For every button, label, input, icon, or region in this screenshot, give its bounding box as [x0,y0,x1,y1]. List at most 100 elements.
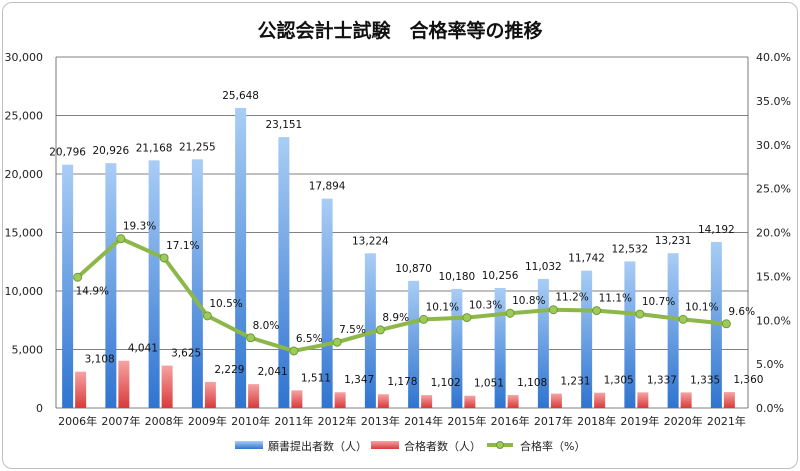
x-axis-tick-label: 2021年 [707,414,746,428]
pass-rate-point [721,319,731,329]
pass-rate-data-label: 17.1% [166,240,199,252]
passers-bar [550,393,562,408]
applicants-data-label: 14,192 [698,224,735,236]
pass-rate-data-label: 7.5% [339,324,366,336]
x-axis-tick-label: 2019年 [620,414,659,428]
passers-data-label: 3,625 [171,348,201,360]
passers-bar [204,381,216,408]
passers-bar [680,392,692,408]
right-axis-tick-label: 15.0% [756,270,791,283]
passers-bar [291,390,303,408]
passers-data-label: 1,511 [301,372,331,384]
applicants-data-label: 13,224 [352,235,389,247]
applicants-data-label: 17,894 [309,181,346,193]
passers-bar [594,392,606,408]
pass-rate-point [462,313,472,323]
right-axis-tick-label: 35.0% [756,95,791,108]
pass-rate-point [159,253,169,263]
passers-data-label: 1,231 [560,376,590,388]
passers-data-label: 1,102 [431,377,461,389]
passers-data-label: 2,229 [214,364,244,376]
pass-rate-point [246,333,256,343]
applicants-bar [278,137,290,408]
applicants-bar [148,160,160,408]
passers-data-label: 3,108 [85,354,115,366]
pass-rate-point [289,346,299,356]
bars [62,107,735,409]
pass-rate-data-label: 10.1% [685,301,718,313]
applicants-data-label: 11,032 [525,261,562,273]
applicants-data-label: 21,255 [179,141,216,153]
pass-rate-data-label: 9.6% [728,306,755,318]
axes: 0 5,000 10,000 15,000 20,000 25,000 30,000 0.0%… [5,51,791,428]
left-axis-tick-label: 10,000 [5,285,44,298]
pass-rate-data-label: 10.1% [426,301,459,313]
x-axis-tick-label: 2017年 [534,414,573,428]
x-axis-tick-label: 2013年 [361,414,400,428]
pass-rate-point [419,314,429,324]
passers-bar [637,392,649,408]
applicants-bar [191,159,203,408]
applicants-bar [364,253,376,408]
passers-bar [334,392,346,408]
passers-data-label: 4,041 [128,343,158,355]
applicants-bar [710,241,722,408]
passers-bar [161,365,173,408]
x-axis-tick-label: 2009年 [188,414,227,428]
pass-rate-data-label: 10.3% [469,300,502,312]
left-axis-tick-label: 20,000 [5,168,44,181]
applicants-data-label: 10,180 [439,271,476,283]
pass-rate-data-label: 10.5% [209,298,242,310]
applicants-bar [624,261,636,408]
pass-rate-point [116,234,126,244]
left-axis-tick-label: 15,000 [5,227,44,240]
applicants-bar [235,107,247,409]
left-axis-tick-label: 25,000 [5,110,44,123]
passers-data-label: 1,108 [517,377,547,389]
pass-rate-point [592,306,602,316]
right-axis-tick-label: 40.0% [756,51,791,64]
legend-marker-rate [496,441,504,449]
pass-rate-point [375,325,385,335]
applicants-bar [667,253,679,408]
left-axis-tick-label: 30,000 [5,51,44,64]
passers-data-label: 1,335 [690,374,720,386]
passers-bar [377,394,389,408]
applicants-data-label: 11,742 [568,253,605,265]
x-axis-tick-label: 2010年 [231,414,270,428]
applicants-bar [321,198,333,408]
x-axis-tick-label: 2020年 [664,414,703,428]
right-axis-tick-label: 5.0% [756,358,784,371]
pass-rate-data-label: 11.2% [555,292,588,304]
passers-data-label: 1,337 [647,374,677,386]
left-axis-tick-label: 0 [36,402,43,415]
passers-data-label: 1,305 [604,375,634,387]
pass-rate-data-label: 6.5% [296,333,323,345]
passers-bar [464,395,476,408]
legend-label-applicants: 願書提出者数（人） [268,439,367,453]
applicants-data-label: 25,648 [222,90,259,102]
passers-bar [507,395,519,408]
passers-bar [118,360,130,408]
pass-rate-point [635,309,645,319]
passers-bar [421,395,433,408]
applicants-bar [581,270,593,408]
x-axis-tick-label: 2015年 [447,414,486,428]
x-axis-tick-label: 2012年 [318,414,357,428]
pass-rate-data-label: 10.8% [512,295,545,307]
x-axis-tick-label: 2014年 [404,414,443,428]
passers-data-label: 1,051 [474,378,504,390]
applicants-bar [451,288,463,408]
right-axis-tick-label: 10.0% [756,314,791,327]
pass-rate-point [202,311,212,321]
pass-rate-data-label: 11.1% [599,293,632,305]
passers-bar [75,371,87,408]
right-axis-tick-label: 0.0% [756,402,784,415]
passers-bar [248,384,260,408]
right-axis-tick-label: 25.0% [756,183,791,196]
x-axis-tick-label: 2011年 [274,414,313,428]
pass-rate-point [332,337,342,347]
pass-rate-data-label: 8.0% [253,320,280,332]
